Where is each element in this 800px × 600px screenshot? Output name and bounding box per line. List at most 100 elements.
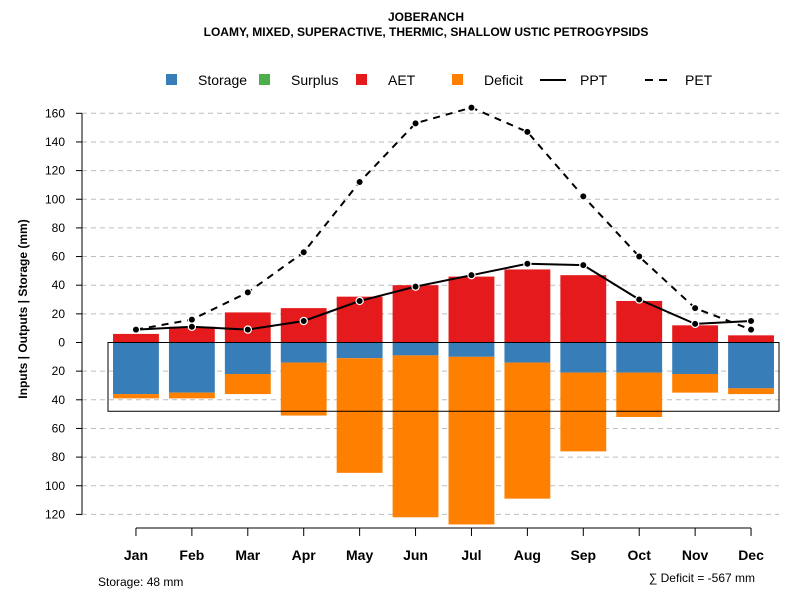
x-tick-label-jan: Jan <box>124 547 148 563</box>
x-tick-label-jun: Jun <box>403 547 428 563</box>
y-tick-label: 140 <box>45 135 65 149</box>
legend: Storage Surplus AET Deficit PPT PET <box>166 72 713 88</box>
point-pet-apr <box>299 248 308 257</box>
y-tick-label: 20 <box>52 364 66 378</box>
bar-storage-mar <box>224 342 271 375</box>
point-ppt-apr <box>299 316 308 326</box>
bar-deficit-oct <box>616 372 663 417</box>
point-pet-oct <box>635 252 644 261</box>
bar-deficit-apr <box>280 362 327 416</box>
point-pet-jul <box>467 103 476 112</box>
bar-aet-feb <box>168 326 215 343</box>
bar-storage-dec <box>728 342 774 389</box>
bar-aet-oct <box>616 300 663 343</box>
bar-storage-feb <box>168 342 215 393</box>
point-ppt-jan <box>131 325 141 334</box>
bar-storage-jun <box>392 342 439 356</box>
bar-aet-apr <box>280 308 327 343</box>
grid-lines <box>82 112 779 515</box>
point-pet-mar <box>243 288 252 297</box>
deficit-total: ∑ Deficit = -567 mm <box>649 571 755 585</box>
y-tick-label: 120 <box>45 164 65 178</box>
x-tick-label-may: May <box>346 547 373 563</box>
legend-swatch-aet <box>356 74 367 85</box>
x-tick-label-apr: Apr <box>292 547 317 563</box>
point-pet-aug <box>523 127 532 137</box>
bar-aet-nov <box>672 325 719 343</box>
point-ppt-mar <box>243 325 252 334</box>
point-ppt-jul <box>467 270 476 280</box>
bar-storage-aug <box>504 342 551 363</box>
y-tick-label: 100 <box>45 479 65 493</box>
bar-deficit-nov <box>672 374 719 393</box>
y-axis-label: Inputs | Outputs | Storage (mm) <box>16 219 30 398</box>
bar-deficit-jun <box>392 355 439 518</box>
legend-label-pet: PET <box>685 72 713 88</box>
legend-label-ppt: PPT <box>580 72 608 88</box>
point-ppt-may <box>355 296 364 306</box>
bar-deficit-mar <box>224 374 271 395</box>
bar-aet-aug <box>504 269 551 343</box>
point-ppt-feb <box>187 322 197 331</box>
y-tick-label: 160 <box>45 106 65 120</box>
y-tick-label: 40 <box>52 393 66 407</box>
point-ppt-sep <box>579 260 588 270</box>
storage-note: Storage: 48 mm <box>98 575 183 589</box>
legend-label-surplus: Surplus <box>291 72 338 88</box>
chart-subtitle: LOAMY, MIXED, SUPERACTIVE, THERMIC, SHAL… <box>204 25 649 39</box>
y-tick-label: 120 <box>45 507 65 521</box>
bars <box>107 269 780 525</box>
bar-aet-jun <box>392 285 439 343</box>
legend-swatch-surplus <box>259 74 270 85</box>
bar-deficit-may <box>336 358 383 473</box>
point-pet-feb <box>187 315 197 324</box>
y-tick-label: 60 <box>52 250 66 264</box>
x-tick-label-nov: Nov <box>682 547 709 563</box>
point-ppt-aug <box>523 259 532 268</box>
point-ppt-nov <box>690 319 700 329</box>
bar-storage-jul <box>448 342 495 357</box>
x-tick-label-oct: Oct <box>628 547 652 563</box>
bar-aet-jan <box>113 333 159 343</box>
point-pet-sep <box>579 192 588 201</box>
x-tick-label-feb: Feb <box>179 547 204 563</box>
y-tick-label: 80 <box>52 450 66 464</box>
x-tick-label-jul: Jul <box>461 547 481 563</box>
y-tick-label: 60 <box>52 421 66 435</box>
bar-deficit-dec <box>728 388 774 395</box>
axes: 120 100 80 60 40 20 0 20 40 60 80 100 120 140 160 Jan Fe… <box>45 106 764 563</box>
legend-label-deficit: Deficit <box>484 72 523 88</box>
point-pet-jun <box>411 119 420 128</box>
x-tick-label-dec: Dec <box>738 547 764 563</box>
point-pet-nov <box>690 303 700 313</box>
y-tick-label: 40 <box>52 278 66 292</box>
bar-deficit-feb <box>168 392 215 399</box>
bar-storage-may <box>336 342 383 359</box>
legend-swatch-storage <box>166 74 177 85</box>
legend-label-aet: AET <box>388 72 416 88</box>
point-ppt-oct <box>635 295 644 304</box>
legend-swatch-deficit <box>452 74 463 85</box>
y-tick-label: 80 <box>52 221 66 235</box>
line-ppt <box>135 262 752 331</box>
bar-deficit-jan <box>113 394 159 399</box>
chart-title: JOBERANCH <box>388 10 464 24</box>
x-tick-label-sep: Sep <box>570 547 596 563</box>
bar-storage-oct <box>616 342 663 373</box>
storage-capacity-box <box>107 342 780 412</box>
x-tick-label-aug: Aug <box>514 547 541 563</box>
point-pet-may <box>355 177 364 187</box>
y-tick-label: 0 <box>58 336 65 350</box>
legend-label-storage: Storage <box>198 72 247 88</box>
y-tick-label: 20 <box>52 307 66 321</box>
line-pet <box>135 106 752 331</box>
bar-storage-sep <box>560 342 607 373</box>
series-lines <box>131 103 756 334</box>
point-pet-dec <box>746 325 756 334</box>
bar-aet-dec <box>728 335 774 343</box>
bar-storage-jan <box>113 342 159 395</box>
point-ppt-dec <box>746 316 756 326</box>
bar-deficit-jul <box>448 356 495 525</box>
bar-deficit-sep <box>560 372 607 452</box>
